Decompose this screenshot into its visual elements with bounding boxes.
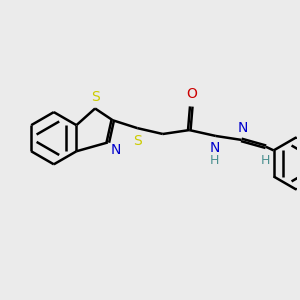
Text: N: N (238, 121, 248, 135)
Text: S: S (133, 134, 142, 148)
Text: N: N (210, 141, 220, 155)
Text: H: H (261, 154, 271, 167)
Text: H: H (210, 154, 220, 167)
Text: S: S (91, 90, 99, 104)
Text: N: N (110, 143, 121, 157)
Text: O: O (186, 87, 197, 101)
